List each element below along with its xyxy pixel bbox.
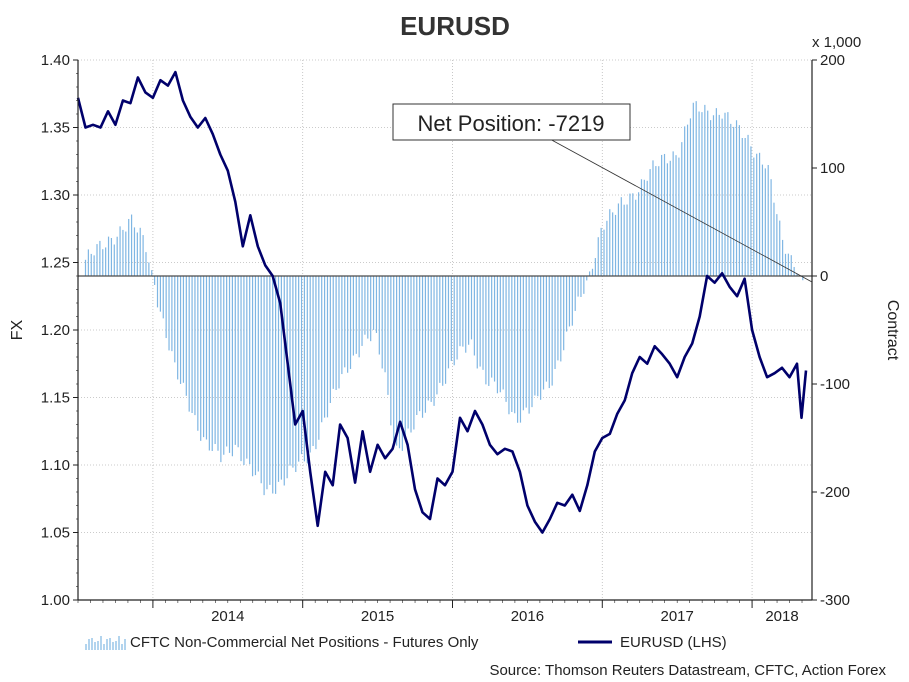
net-position-bars [84,101,804,496]
right-tick-label: -300 [820,592,850,609]
legend-label-eurusd: EURUSD (LHS) [620,634,727,651]
right-axis-ticks: -300 -200 -100 0 100 200 [812,52,850,609]
left-tick-label: 1.00 [41,592,70,609]
eurusd-line [76,70,808,534]
legend-swatch-bars [85,636,126,650]
legend-label-net-positions: CFTC Non-Commercial Net Positions - Futu… [130,634,479,651]
x-tick-label: 2017 [660,608,693,625]
left-tick-label: 1.30 [41,187,70,204]
x-tick-label: 2015 [361,608,394,625]
left-axis-label: FX [9,319,26,340]
legend: CFTC Non-Commercial Net Positions - Futu… [85,634,727,651]
legend-item-eurusd: EURUSD (LHS) [578,634,727,651]
eurusd-line-series [76,70,808,534]
annotation-text: Net Position: -7219 [417,111,604,136]
legend-item-net-positions: CFTC Non-Commercial Net Positions - Futu… [85,634,479,651]
left-tick-label: 1.40 [41,52,70,69]
right-tick-label: 100 [820,160,845,177]
left-tick-label: 1.15 [41,390,70,407]
x-tick-label: 2014 [211,608,244,625]
x-axis-ticks: 2014 2015 2016 2017 2018 [77,600,803,625]
annotation-box [392,103,631,141]
left-tick-label: 1.10 [41,457,70,474]
annotation-leader-line [547,137,813,283]
right-tick-label: 200 [820,52,845,69]
chart-title: EURUSD [400,11,510,41]
left-tick-label: 1.35 [41,120,70,137]
right-axis-label: Contract [884,300,901,361]
right-axis-unit: x 1,000 [812,34,861,51]
net-position-annotation: Net Position: -7219 [392,103,813,283]
right-tick-label: 0 [820,268,828,285]
left-tick-label: 1.05 [41,525,70,542]
source-note: Source: Thomson Reuters Datastream, CFTC… [489,662,886,679]
right-tick-label: -200 [820,484,850,501]
x-tick-label: 2018 [765,608,798,625]
left-tick-label: 1.25 [41,255,70,272]
right-tick-label: -100 [820,376,850,393]
left-axis-ticks: 1.00 1.05 1.10 1.15 1.20 1.25 1.30 1.35 1.40 [41,52,78,609]
x-tick-label: 2016 [511,608,544,625]
left-tick-label: 1.20 [41,322,70,339]
